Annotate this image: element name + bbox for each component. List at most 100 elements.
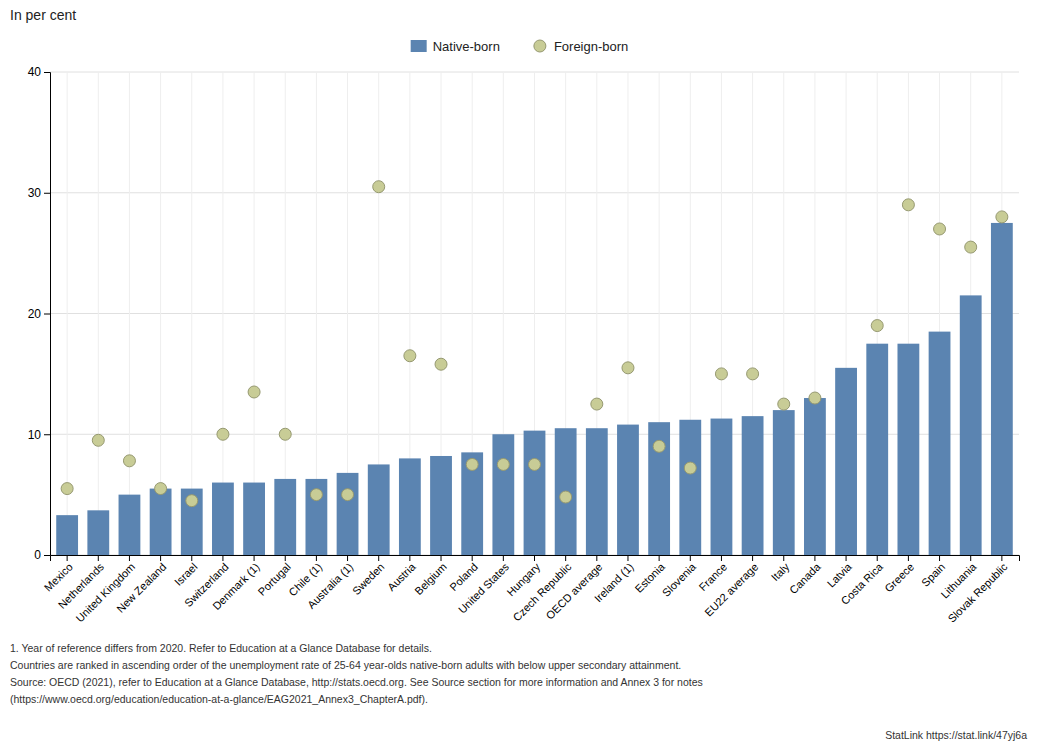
footnote: 1. Year of reference differs from 2020. …	[10, 642, 432, 654]
x-tick-mark	[846, 555, 847, 561]
bar	[212, 483, 234, 555]
x-tick-label: Canada	[787, 560, 823, 596]
legend-swatch	[534, 40, 546, 52]
marks	[56, 181, 1013, 555]
y-tick: 40	[28, 65, 50, 79]
dot	[342, 489, 354, 501]
x-tick-mark	[939, 555, 940, 561]
bar	[243, 483, 265, 555]
bar	[929, 332, 951, 555]
statlink: StatLink https://stat.link/47yj6a	[885, 729, 1027, 741]
x-tick-mark	[690, 555, 691, 561]
dot	[435, 358, 447, 370]
bar	[804, 398, 826, 555]
x-tick-label: Belgium	[412, 561, 449, 598]
legend-item: Native-born	[411, 39, 500, 54]
bar	[742, 416, 764, 555]
bar	[773, 410, 795, 555]
dot	[996, 211, 1008, 223]
bar	[492, 434, 514, 555]
x-tick-label: New Zealand	[114, 561, 168, 615]
x-tick-label: Ireland (1)	[592, 561, 636, 605]
y-tick-label: 20	[28, 307, 42, 321]
dot	[529, 458, 541, 470]
x-tick: Sweden	[350, 555, 387, 597]
x-tick: New Zealand	[114, 555, 168, 615]
dot	[123, 455, 135, 467]
bar	[181, 489, 203, 555]
bar	[617, 425, 639, 555]
bar	[56, 515, 78, 555]
grid-line-x	[98, 72, 99, 555]
x-tick: Slovak Republic	[945, 555, 1010, 625]
grid-line-x	[129, 72, 130, 555]
x-tick-mark	[191, 555, 192, 561]
x-tick-mark	[409, 555, 410, 561]
x-tick-mark	[441, 555, 442, 561]
x-axis-line	[51, 556, 1020, 562]
x-tick: United States	[456, 555, 512, 616]
dot	[622, 362, 634, 374]
x-tick: Belgium	[412, 555, 449, 597]
bar	[960, 295, 982, 555]
x-tick-label: Slovenia	[660, 560, 699, 599]
bar	[866, 344, 888, 555]
bar	[399, 458, 421, 555]
dot	[248, 386, 260, 398]
x-tick: Canada	[787, 555, 823, 596]
x-tick: United Kingdom	[73, 555, 137, 624]
x-tick-label: Israel	[172, 561, 200, 589]
x-tick-mark	[970, 555, 971, 561]
y-tick-label: 0	[34, 548, 41, 562]
dot	[92, 434, 104, 446]
x-tick: Ireland (1)	[592, 555, 636, 604]
y-tick-mark	[44, 314, 50, 315]
x-tick-mark	[1001, 555, 1002, 561]
bar	[150, 489, 172, 555]
x-tick-mark	[814, 555, 815, 561]
x-tick: OECD average	[543, 555, 604, 622]
dot	[279, 428, 291, 440]
dot	[778, 398, 790, 410]
y-tick-mark	[44, 72, 50, 73]
x-tick: Costa Rica	[838, 555, 885, 607]
y-tick-label: 10	[28, 428, 42, 442]
notes: 1. Year of reference differs from 2020. …	[10, 642, 1027, 741]
x-tick-mark	[565, 555, 566, 561]
x-tick-mark	[534, 555, 535, 561]
x-tick-mark	[254, 555, 255, 561]
x-tick-mark	[160, 555, 161, 561]
bar	[586, 428, 608, 555]
dot	[809, 392, 821, 404]
x-tick: Latvia	[825, 555, 855, 590]
bar	[679, 420, 701, 555]
bar	[897, 344, 919, 555]
dot	[747, 368, 759, 380]
x-tick-mark	[783, 555, 784, 561]
x-tick: Slovenia	[660, 555, 699, 599]
dot	[497, 458, 509, 470]
grid-line-x	[191, 72, 192, 555]
bar	[430, 456, 452, 555]
footnote: (https://www.oecd.org/education/educatio…	[10, 693, 428, 705]
x-tick-label: Sweden	[350, 561, 387, 598]
bar	[368, 464, 390, 555]
footnote: Countries are ranked in ascending order …	[10, 659, 681, 671]
dot	[310, 489, 322, 501]
legend: Native-bornForeign-born	[411, 39, 629, 54]
dot	[591, 398, 603, 410]
x-tick-mark	[347, 555, 348, 561]
bar	[835, 368, 857, 555]
bar	[87, 510, 109, 555]
bar	[461, 452, 483, 555]
y-tick-mark	[44, 193, 50, 194]
x-tick-label: Italy	[769, 560, 792, 583]
dot	[871, 320, 883, 332]
x-tick-label: Slovak Republic	[945, 560, 1010, 625]
legend-swatch	[411, 40, 427, 52]
x-tick-label: United States	[456, 560, 512, 616]
dot	[217, 428, 229, 440]
x-tick-label: Latvia	[825, 560, 855, 590]
bar	[274, 479, 296, 555]
grid	[50, 72, 1019, 555]
